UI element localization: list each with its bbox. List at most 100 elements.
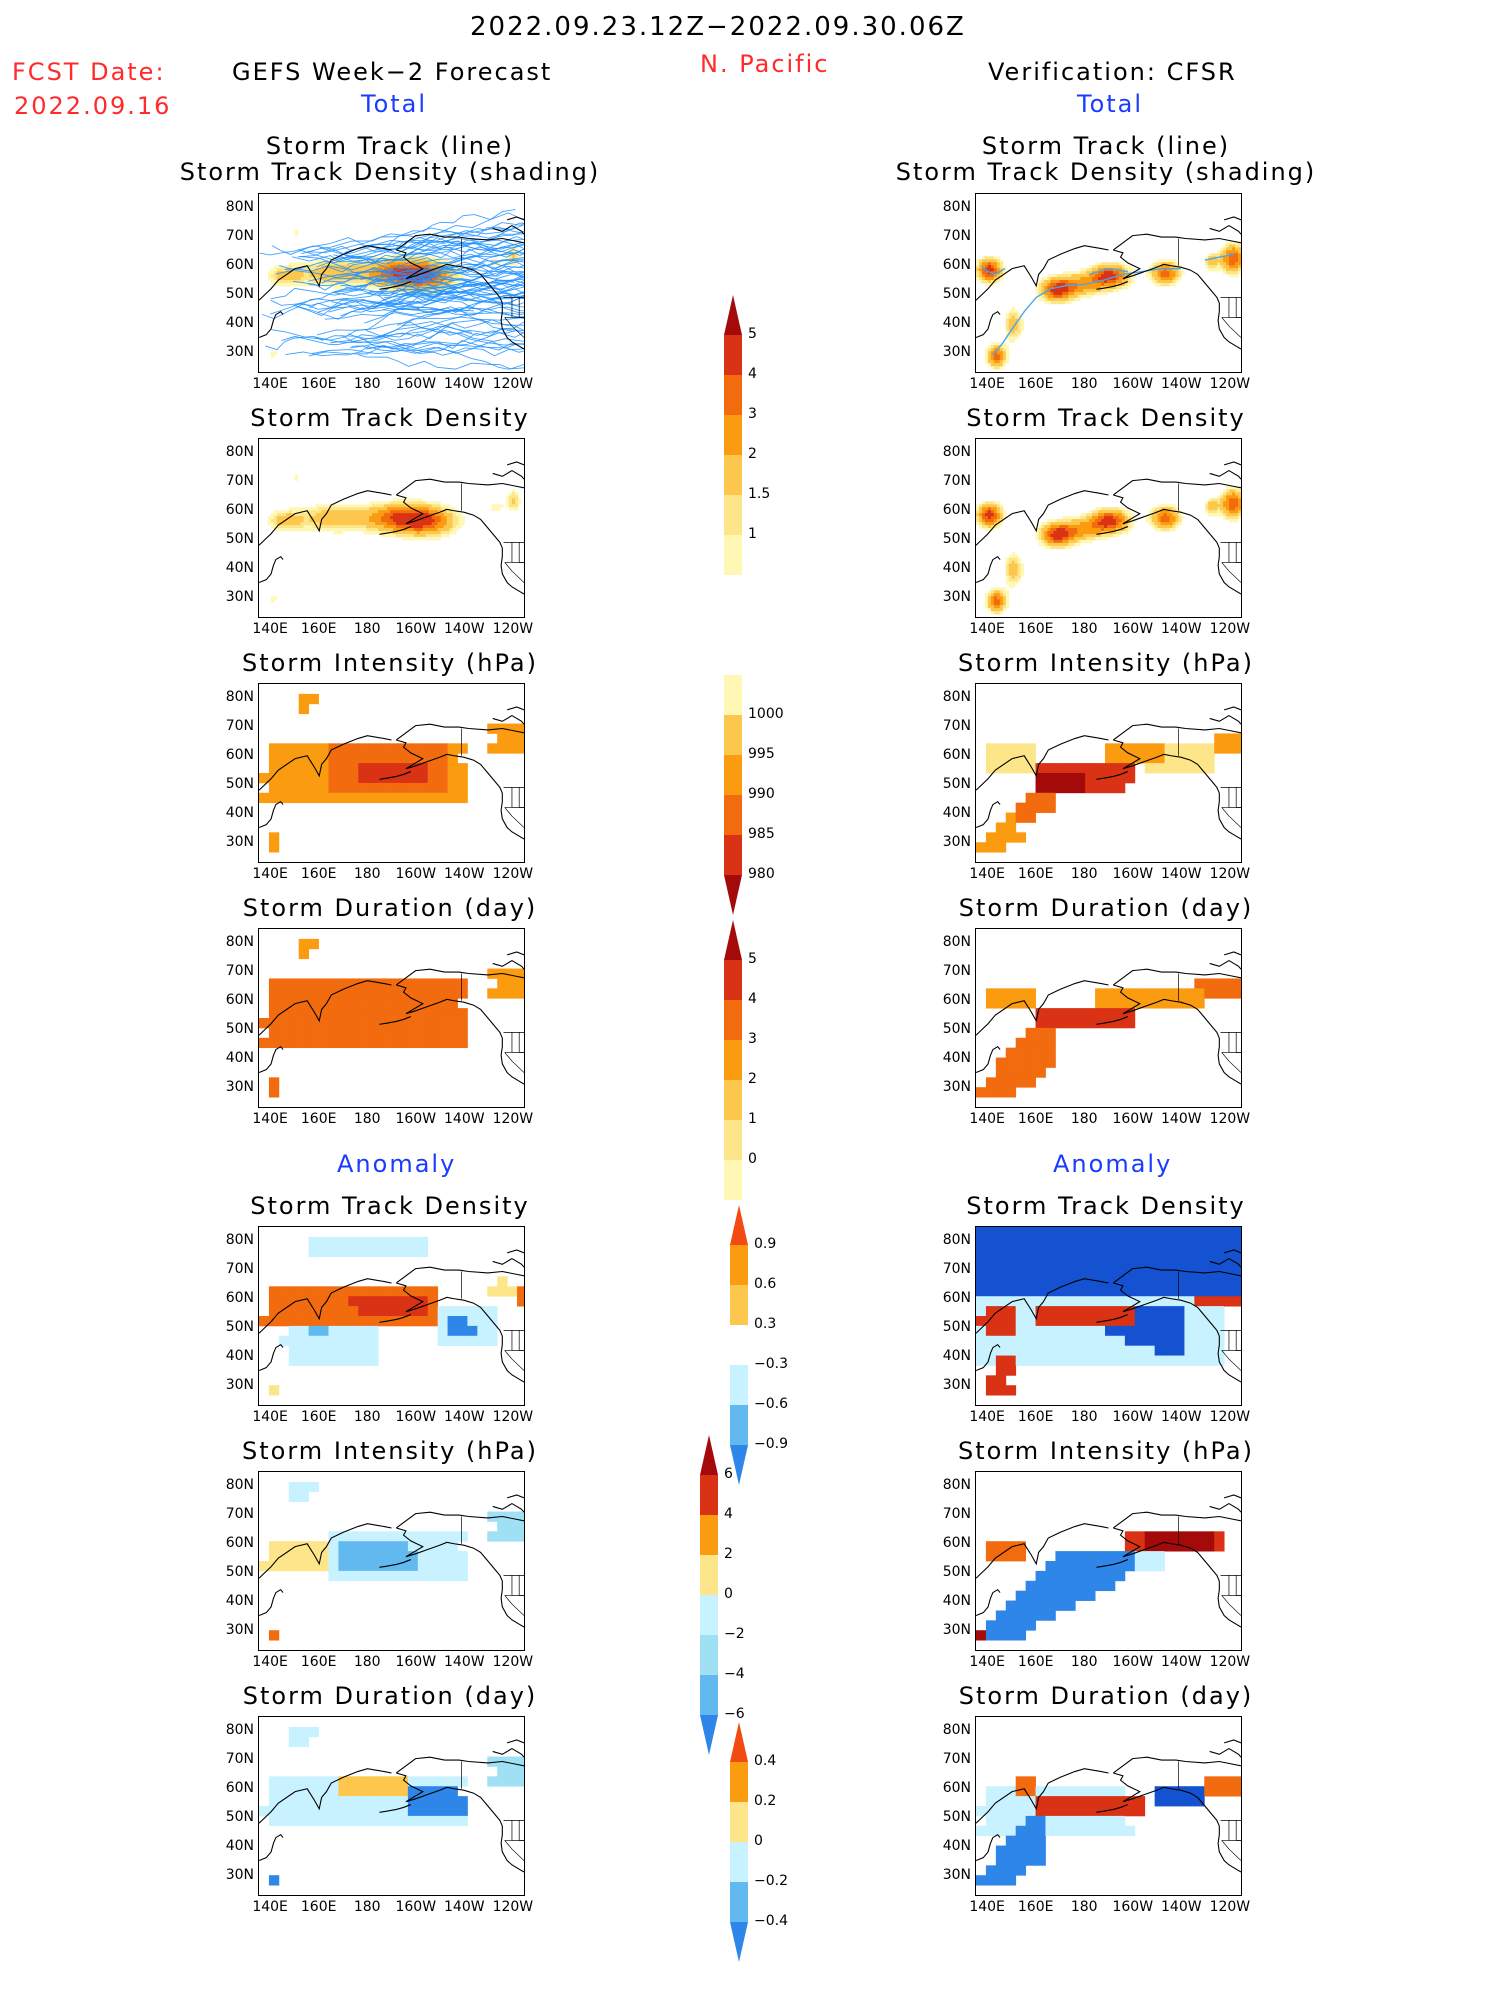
lon-label: 140E [252, 1654, 288, 1670]
lon-label: 140W [1161, 621, 1202, 637]
lon-label: 120W [492, 1409, 534, 1425]
colorbar-duration-total [724, 890, 744, 1234]
lat-label: 80N [225, 933, 254, 950]
lon-label: 180 [1070, 621, 1098, 637]
lat-label: 60N [942, 256, 971, 273]
map-gefs-density [258, 438, 525, 618]
lon-label: 160W [395, 1409, 437, 1425]
lat-label: 50N [942, 285, 971, 302]
lon-label: 180 [353, 1111, 381, 1127]
lon-label: 180 [1070, 866, 1098, 882]
lat-label: 30N [942, 1866, 971, 1883]
lon-label: 160W [1112, 1111, 1154, 1127]
colorbar-label: 0 [748, 1151, 757, 1167]
lon-label: 120W [492, 1654, 534, 1670]
lat-label: 60N [225, 501, 254, 518]
lat-label: 50N [942, 775, 971, 792]
lon-label: 180 [1070, 1111, 1098, 1127]
colorbar-label: −0.2 [754, 1873, 788, 1889]
colorbar-label: 0.4 [754, 1753, 777, 1769]
lat-label: 80N [942, 1231, 971, 1248]
lon-label: 120W [492, 1111, 534, 1127]
right-column-title: Verification: CFSR [988, 58, 1237, 86]
right-intensity-title: Storm Intensity (hPa) [958, 649, 1254, 677]
lon-label: 160W [1112, 621, 1154, 637]
lat-label: 80N [225, 198, 254, 215]
lon-label: 140E [252, 866, 288, 882]
lat-label: 80N [225, 1231, 254, 1248]
map-cfsr-intensity [975, 683, 1242, 863]
right-total-label: Total [1077, 90, 1144, 118]
colorbar-label: 0 [754, 1833, 763, 1849]
left-total-label: Total [361, 90, 428, 118]
map-gefs-intensity-anomaly [258, 1471, 525, 1651]
lon-label: 160W [1112, 376, 1154, 392]
lat-label: 70N [225, 1505, 254, 1522]
lat-label: 40N [942, 559, 971, 576]
lon-label: 140E [252, 376, 288, 392]
left-track-line-title: Storm Track (line) [265, 132, 515, 160]
lat-label: 60N [942, 1289, 971, 1306]
colorbar-label: −0.4 [754, 1913, 788, 1929]
colorbar-label: 4 [724, 1506, 733, 1522]
lat-label: 70N [942, 962, 971, 979]
lat-label: 30N [942, 1078, 971, 1095]
colorbar-label: 6 [724, 1466, 733, 1482]
lat-label: 60N [225, 1534, 254, 1551]
right-track-density-shading-title: Storm Track Density (shading) [895, 158, 1317, 186]
lat-label: 50N [942, 1318, 971, 1335]
lat-label: 70N [942, 1750, 971, 1767]
lat-label: 80N [225, 443, 254, 460]
lat-label: 60N [225, 256, 254, 273]
lon-label: 140E [969, 1409, 1005, 1425]
lat-label: 40N [225, 1049, 254, 1066]
fcst-date-value: 2022.09.16 [14, 92, 172, 120]
lat-label: 60N [225, 746, 254, 763]
colorbar-label: 3 [748, 1031, 757, 1047]
lon-label: 160W [395, 1899, 437, 1915]
colorbar-intensity-anomaly [700, 1405, 720, 1789]
lat-label: 50N [225, 530, 254, 547]
lat-label: 80N [225, 1721, 254, 1738]
lat-label: 70N [225, 1260, 254, 1277]
lon-label: 140W [1161, 1111, 1202, 1127]
lon-label: 160E [300, 621, 337, 637]
lon-label: 120W [1209, 866, 1251, 882]
colorbar-label: −6 [724, 1706, 745, 1722]
colorbar-label: 4 [748, 366, 757, 382]
lat-label: 50N [942, 1563, 971, 1580]
lon-label: 120W [1209, 376, 1251, 392]
colorbar-intensity-total [724, 645, 744, 949]
lon-label: 180 [353, 1654, 381, 1670]
colorbar-label: 4 [748, 991, 757, 1007]
lat-label: 30N [942, 1376, 971, 1393]
lat-label: 30N [942, 1621, 971, 1638]
colorbar-duration-anomaly [730, 1692, 750, 1996]
lat-label: 50N [225, 1808, 254, 1825]
lat-label: 80N [942, 933, 971, 950]
lon-label: 140E [969, 1654, 1005, 1670]
right-anom-density-title: Storm Track Density [966, 1192, 1246, 1220]
lon-label: 160E [1017, 1111, 1054, 1127]
colorbar-label: 1 [748, 526, 757, 542]
lat-label: 70N [225, 472, 254, 489]
colorbar-label: 2 [748, 446, 757, 462]
lat-label: 40N [225, 804, 254, 821]
colorbar-label: 2 [748, 1071, 757, 1087]
lat-label: 60N [225, 1779, 254, 1796]
lat-label: 40N [225, 314, 254, 331]
lon-label: 160W [1112, 866, 1154, 882]
lat-label: 50N [225, 1318, 254, 1335]
lon-label: 180 [353, 866, 381, 882]
right-anomaly-label: Anomaly [1053, 1150, 1173, 1178]
lat-label: 70N [225, 962, 254, 979]
map-cfsr-density-anomaly [975, 1226, 1242, 1406]
lat-label: 60N [942, 1534, 971, 1551]
lon-label: 160W [1112, 1409, 1154, 1425]
lat-label: 40N [942, 314, 971, 331]
lon-label: 160W [395, 866, 437, 882]
lat-label: 40N [942, 1347, 971, 1364]
lat-label: 70N [942, 227, 971, 244]
lat-label: 70N [225, 717, 254, 734]
colorbar-label: 0 [724, 1586, 733, 1602]
